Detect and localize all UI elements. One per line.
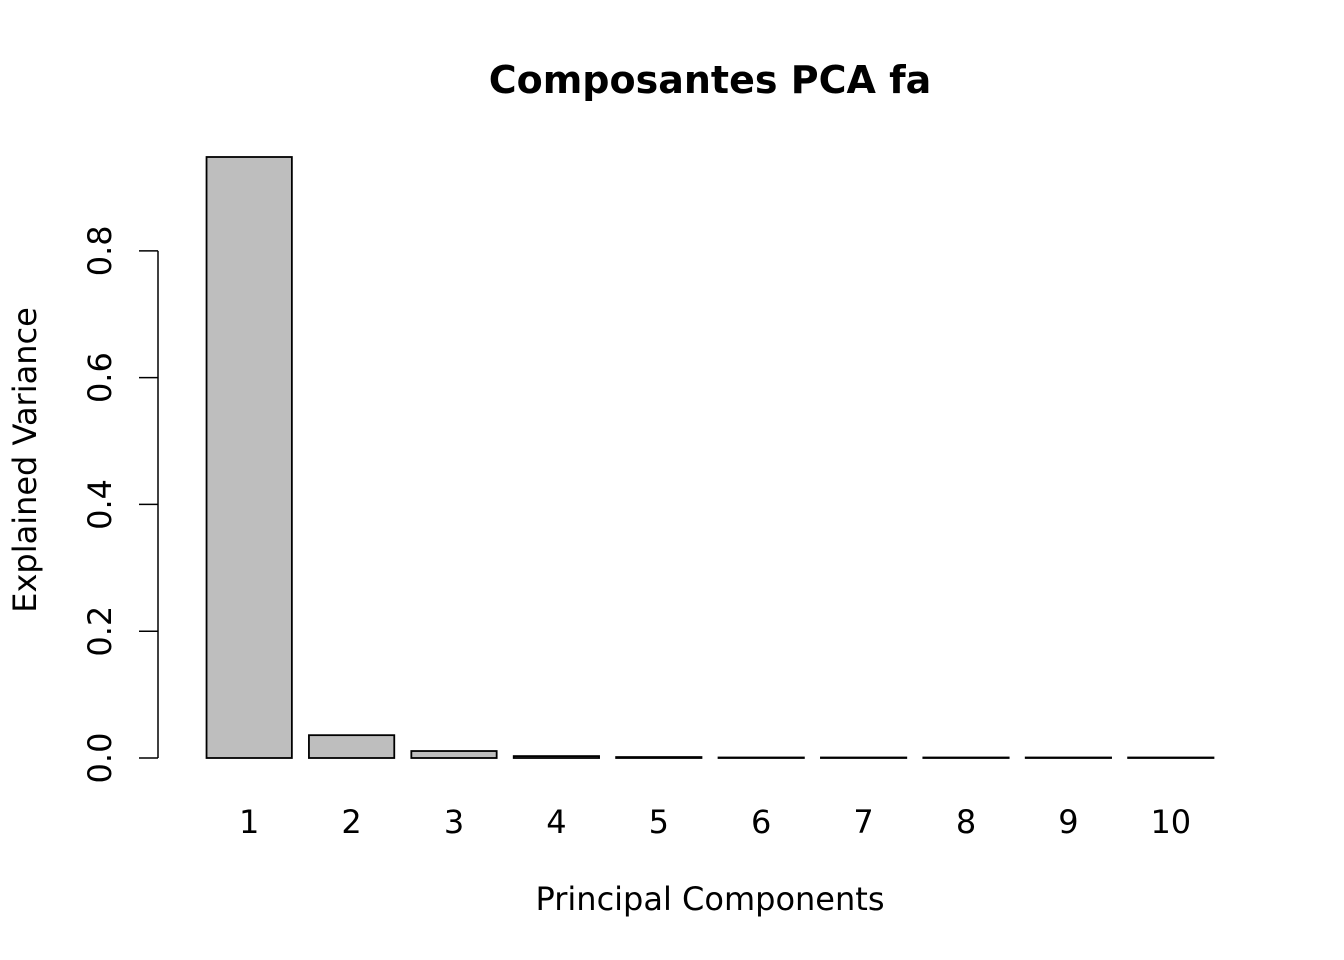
x-axis-label: Principal Components: [536, 880, 885, 918]
x-tick-labels: 1 2 3 4 5 6 7 8 9 10: [239, 803, 1191, 841]
y-axis-label: Explained Variance: [6, 307, 44, 613]
x-tick-label: 4: [546, 803, 566, 841]
x-tick-label: 2: [341, 803, 361, 841]
bar: [615, 756, 703, 759]
bar: [205, 156, 293, 759]
x-tick-label: 10: [1150, 803, 1191, 841]
y-tick-label: 0.6: [81, 352, 119, 403]
x-tick-label: 5: [649, 803, 669, 841]
x-tick-label: 7: [853, 803, 873, 841]
y-tick-label: 0.2: [81, 606, 119, 657]
bar: [512, 755, 600, 759]
x-tick-label: 8: [956, 803, 976, 841]
bar: [1127, 756, 1215, 759]
y-tick-label: 0.0: [81, 733, 119, 784]
bar: [820, 756, 908, 759]
y-tick-label: 0.8: [81, 225, 119, 276]
bars: [205, 156, 1215, 759]
bar: [1024, 756, 1112, 759]
chart-title: Composantes PCA fa: [489, 58, 932, 102]
x-tick-label: 1: [239, 803, 259, 841]
bar: [308, 734, 396, 759]
x-tick-label: 6: [751, 803, 771, 841]
bar: [717, 756, 805, 759]
bar: [410, 750, 498, 759]
bar: [922, 756, 1010, 759]
y-axis: 0.0 0.2 0.4 0.6 0.8: [81, 225, 159, 784]
x-tick-label: 9: [1058, 803, 1078, 841]
x-tick-label: 3: [444, 803, 464, 841]
y-tick-label: 0.4: [81, 479, 119, 530]
